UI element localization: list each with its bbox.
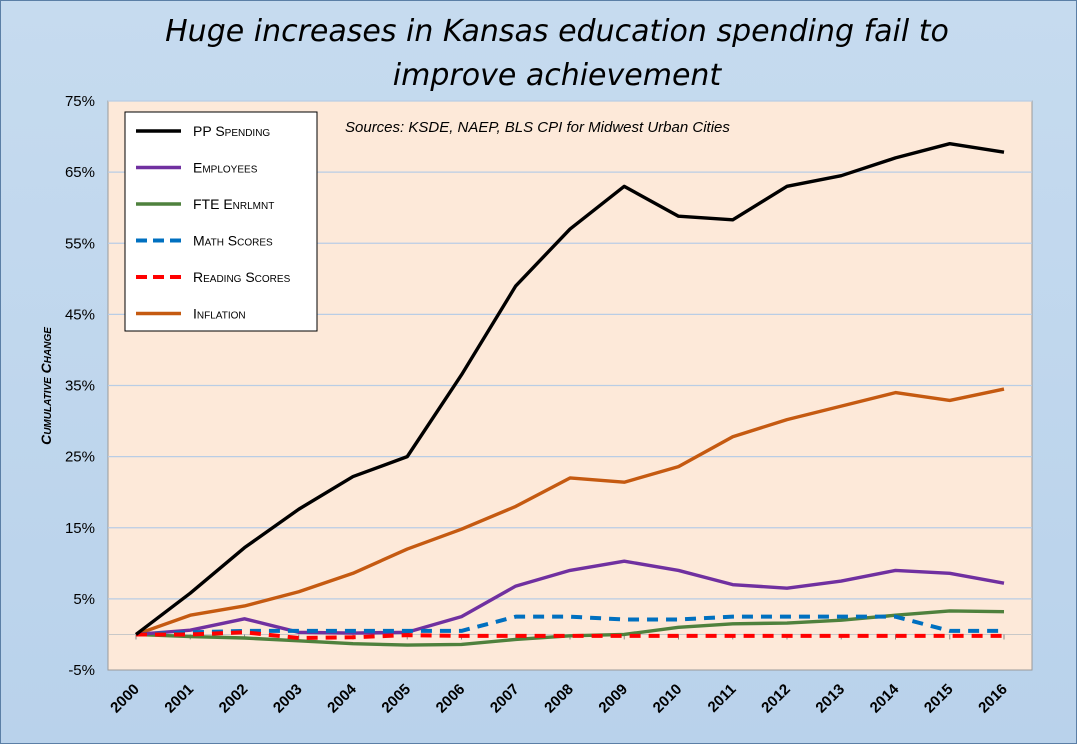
y-tick-label: 5% <box>73 591 95 608</box>
x-tick-label: 2010 <box>650 681 686 717</box>
y-tick-label: 75% <box>65 93 95 110</box>
legend: PP Spending Employees FTE Enrlmnt Math Scor… <box>124 111 318 332</box>
y-axis-ticks: -5% 5% 15% 25% 35% 45% 55% 65% 75% <box>65 93 95 679</box>
x-tick-label: 2001 <box>161 681 197 717</box>
x-tick-label: 2006 <box>433 681 469 717</box>
series-line-reading-scores <box>136 630 1004 640</box>
source-annotation: Sources: KSDE, NAEP, BLS CPI for Midwest… <box>345 119 730 136</box>
y-tick-label: -5% <box>68 662 95 679</box>
x-tick-label: 2002 <box>216 681 252 717</box>
x-tick-label: 2005 <box>378 681 414 717</box>
chart-title-line-1: Huge increases in Kansas education spend… <box>165 14 949 49</box>
legend-label: Employees <box>193 160 258 176</box>
x-tick-label: 2014 <box>867 680 903 716</box>
x-tick-label: 2016 <box>975 681 1011 717</box>
y-tick-label: 35% <box>65 378 95 395</box>
y-tick-label: 25% <box>65 449 95 466</box>
x-tick-label: 2000 <box>107 681 143 717</box>
x-tick-label: 2008 <box>541 681 577 717</box>
series-line-inflation <box>135 387 1005 637</box>
legend-label: Math Scores <box>193 233 273 249</box>
y-tick-label: 45% <box>65 306 95 323</box>
series-line-math-scores <box>135 614 1004 637</box>
x-tick-label: 2003 <box>270 681 306 717</box>
x-tick-label: 2009 <box>595 681 631 717</box>
legend-label: Inflation <box>193 306 246 322</box>
y-axis-label: Cumulative Change <box>38 327 54 445</box>
series-line-employees <box>135 559 1005 637</box>
x-tick-label: 2015 <box>921 681 957 717</box>
series-lines <box>134 141 1005 647</box>
x-tick-label: 2011 <box>705 681 740 716</box>
legend-box <box>124 111 318 332</box>
series-line-pp-spending <box>134 141 1005 636</box>
legend-label: Reading Scores <box>193 269 291 285</box>
x-tick-label: 2007 <box>487 681 523 717</box>
y-tick-label: 15% <box>65 520 95 537</box>
legend-label: FTE Enrlmnt <box>193 196 274 212</box>
y-tick-label: 55% <box>65 235 95 252</box>
x-tick-label: 2012 <box>758 681 794 717</box>
chart-title-line-2: improve achievement <box>393 58 723 93</box>
x-tick-label: 2013 <box>812 681 848 717</box>
y-tick-label: 65% <box>65 164 95 181</box>
legend-label: PP Spending <box>193 123 270 139</box>
x-tick-label: 2004 <box>324 680 360 716</box>
